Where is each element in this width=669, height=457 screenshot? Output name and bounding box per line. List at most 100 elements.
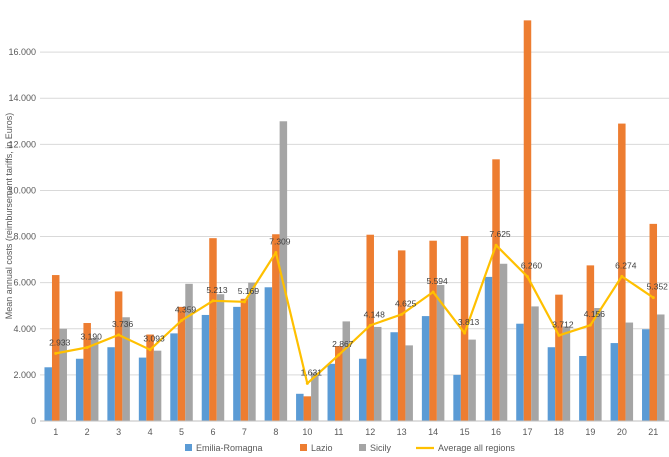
bar — [279, 121, 288, 422]
x-tick-label: 19 — [585, 427, 595, 437]
bar — [358, 358, 367, 421]
bar — [618, 123, 626, 421]
bar — [657, 314, 665, 421]
x-tick-label: 15 — [460, 427, 470, 437]
bar — [649, 223, 658, 421]
bar — [453, 374, 461, 421]
x-tick-label: 20 — [617, 427, 627, 437]
line-point — [337, 353, 341, 357]
bar — [90, 338, 99, 421]
data-label: 7.625 — [489, 229, 511, 239]
line-point — [274, 250, 278, 254]
bar — [499, 263, 508, 421]
x-tick-label: 6 — [210, 427, 215, 437]
bar — [327, 363, 336, 421]
bar — [484, 276, 493, 421]
data-label: 2.867 — [332, 339, 354, 349]
bar — [264, 287, 273, 421]
data-label: 1.631 — [301, 367, 323, 377]
data-label: 5.169 — [238, 286, 260, 296]
data-label: 2.933 — [49, 337, 71, 347]
bar — [373, 326, 382, 421]
bar — [248, 282, 256, 421]
bar — [460, 236, 469, 421]
bar — [531, 306, 539, 421]
bar — [201, 314, 210, 421]
bar — [405, 345, 413, 421]
gridlines — [40, 51, 669, 376]
bar — [390, 332, 398, 421]
bar — [555, 294, 563, 421]
data-label: 4.359 — [175, 305, 197, 315]
line-point — [431, 290, 435, 294]
data-label: 4.156 — [584, 309, 606, 319]
bar — [75, 358, 84, 421]
data-label: 3.712 — [552, 319, 574, 329]
bar — [44, 367, 52, 421]
y-tick-label: 6.000 — [13, 278, 36, 288]
axes: 0 2.000 4.000 6.000 8.000 10.000 12.000 14.000 1… — [8, 47, 669, 437]
bar — [272, 234, 280, 421]
data-label: 5.352 — [647, 282, 669, 292]
line-point — [400, 312, 404, 316]
bar — [547, 347, 556, 421]
y-tick-label: 2.000 — [13, 370, 36, 380]
bar — [51, 275, 60, 421]
bar — [516, 323, 524, 421]
line-point — [651, 296, 655, 300]
x-tick-label: 11 — [334, 427, 343, 437]
bar — [523, 20, 532, 421]
legend: Emilia-Romagna Lazio Sicily Average all reg… — [185, 443, 515, 453]
line-point — [54, 351, 58, 355]
data-labels: 2.933 3.190 3.736 3.093 4.359 5.213 5.169 7.309… — [49, 229, 668, 377]
line-point — [463, 331, 467, 335]
y-tick-label: 16.000 — [8, 47, 36, 57]
data-label: 4.148 — [364, 309, 386, 319]
legend-swatch — [185, 444, 192, 451]
bar — [492, 159, 500, 421]
bar — [342, 321, 351, 421]
y-tick-label: 8.000 — [13, 232, 36, 242]
bar — [468, 339, 476, 421]
data-label: 3.093 — [143, 334, 165, 344]
x-tick-label: 7 — [242, 427, 247, 437]
bar — [83, 323, 91, 421]
legend-swatch — [359, 444, 366, 451]
bar — [233, 306, 241, 421]
bar — [107, 347, 115, 421]
x-tick-label: 18 — [554, 427, 564, 437]
bar — [594, 308, 602, 421]
y-tick-label: 0 — [31, 416, 36, 426]
legend-label: Emilia-Romagna — [196, 443, 263, 453]
x-tick-label: 16 — [491, 427, 501, 437]
legend-swatch — [300, 444, 307, 451]
line-point — [305, 381, 309, 385]
x-tick-label: 1 — [53, 427, 58, 437]
bar — [421, 316, 430, 421]
bar — [436, 284, 445, 421]
line-point — [557, 333, 561, 337]
x-tick-label: 12 — [365, 427, 375, 437]
bar — [579, 355, 587, 421]
bar — [586, 265, 595, 421]
bar — [146, 334, 154, 421]
x-tick-label: 21 — [648, 427, 658, 437]
y-tick-label: 14.000 — [8, 93, 36, 103]
bar — [153, 350, 162, 421]
data-label: 3.813 — [458, 317, 480, 327]
line-point — [211, 299, 215, 303]
data-label: 6.274 — [615, 260, 637, 270]
data-label: 5.594 — [426, 276, 448, 286]
x-tick-label: 5 — [179, 427, 184, 437]
y-tick-label: 12.000 — [8, 139, 36, 149]
bar — [296, 393, 304, 421]
x-tick-label: 8 — [273, 427, 278, 437]
bar — [311, 372, 319, 421]
x-tick-label: 17 — [522, 427, 532, 437]
line-point — [368, 323, 372, 327]
bar — [240, 298, 249, 421]
bar — [170, 333, 178, 421]
bar — [335, 346, 343, 421]
